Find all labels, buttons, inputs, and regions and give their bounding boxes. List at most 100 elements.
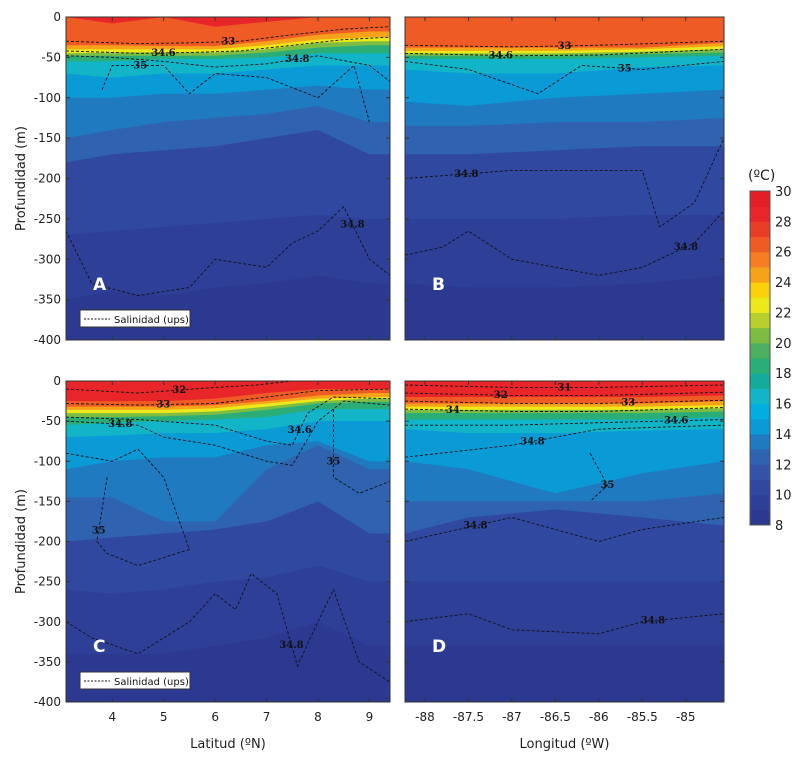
panel-d: 31 32 33 34 34.6 34.8 35 34.8 34.8 D -88 -87.5 -87 -8… xyxy=(404,380,725,752)
panel-label: B xyxy=(432,275,445,295)
salinity-contour xyxy=(65,448,191,567)
y-tick-label: -150 xyxy=(34,131,61,145)
colorbar-swatch xyxy=(750,433,770,450)
salinity-contour xyxy=(65,26,391,45)
x-tick-label: -87.5 xyxy=(453,710,484,724)
y-axis-label: Profundidad (m) xyxy=(14,126,29,231)
colorbar-tick-label: 16 xyxy=(775,398,792,413)
contour-label: 33 xyxy=(621,398,635,409)
colorbar-tick-label: 14 xyxy=(775,428,792,443)
salinity-contour xyxy=(404,424,725,458)
panel-b: 33 34.6 35 34.8 34.8 B xyxy=(404,16,725,341)
y-tick-label: -350 xyxy=(34,293,61,307)
contour-label: 34.8 xyxy=(674,242,698,253)
x-tick-label: 5 xyxy=(160,710,168,724)
colorbar-tick-label: 22 xyxy=(775,306,792,321)
legend-text: Salinidad (ups) xyxy=(114,677,189,688)
x-axis-label: Latitud (ºN) xyxy=(190,737,266,752)
colorbar-tick-label: 20 xyxy=(775,337,792,352)
temperature-band-26 xyxy=(405,17,724,48)
colorbar-tick-label: 30 xyxy=(775,185,792,200)
contour-label: 34.8 xyxy=(463,521,487,532)
temperature-band-28 xyxy=(66,381,390,402)
colorbar-swatch xyxy=(750,221,770,238)
y-tick-label: -350 xyxy=(34,655,61,669)
colorbar-swatch xyxy=(750,479,770,496)
y-tick-label: -300 xyxy=(34,252,61,266)
salinity-contour xyxy=(404,613,725,635)
contour-label: 35 xyxy=(133,60,147,71)
y-tick-label: -250 xyxy=(34,575,61,589)
colorbar-swatch xyxy=(750,464,770,480)
x-axis-label: Longitud (ºW) xyxy=(520,737,610,752)
colorbar-swatch xyxy=(750,266,770,283)
salinity-contour xyxy=(65,380,293,394)
x-tick-label: -85.5 xyxy=(627,710,658,724)
x-tick-label: -88 xyxy=(415,710,435,724)
contour-label: 34.8 xyxy=(454,169,478,180)
colorbar-swatch xyxy=(750,373,770,389)
colorbar-tick-label: 8 xyxy=(775,519,783,534)
colorbar-swatch xyxy=(750,282,770,298)
salinity-contours xyxy=(404,40,725,276)
colorbar-swatch xyxy=(750,418,770,435)
contour-label: 31 xyxy=(558,382,572,393)
colorbar-title: (ºC) xyxy=(748,168,775,184)
salinity-labels: 33 34.6 34.8 35 34.8 xyxy=(133,37,364,231)
salinity-contour xyxy=(404,40,725,48)
salinity-contour xyxy=(65,396,391,446)
x-tick-label: 6 xyxy=(211,710,219,724)
colorbar-tick-label: 18 xyxy=(775,367,792,382)
colorbar-swatch xyxy=(750,251,770,268)
colorbar-swatch xyxy=(750,191,770,207)
x-tick-label: 7 xyxy=(263,710,271,724)
contour-label: 34.6 xyxy=(664,416,688,427)
contour-label: 34.6 xyxy=(151,48,175,59)
y-tick-label: -50 xyxy=(41,50,61,64)
colorbar-swatch xyxy=(750,494,770,511)
legend-box xyxy=(79,671,191,690)
panel-label: D xyxy=(432,637,446,657)
contour-label: 34.8 xyxy=(520,436,544,447)
y-tick-label: -100 xyxy=(34,91,61,105)
y-tick-label: -250 xyxy=(34,212,61,226)
y-tick-label: -400 xyxy=(34,333,61,347)
colorbar-swatch xyxy=(750,449,770,465)
salinity-contour xyxy=(65,206,391,297)
salinity-contour xyxy=(589,453,609,502)
colorbar-tick-label: 28 xyxy=(775,215,792,230)
x-tick-label: 9 xyxy=(366,710,374,724)
x-tick-label: -87 xyxy=(502,710,522,724)
contour-label: 35 xyxy=(92,525,106,536)
salinity-contour xyxy=(404,407,725,412)
x-tick-label: 4 xyxy=(108,710,116,724)
contour-label: 34.8 xyxy=(108,419,132,430)
x-tick-label: -86.5 xyxy=(540,710,571,724)
salinity-contour xyxy=(101,64,370,123)
contour-label: 32 xyxy=(172,385,186,396)
y-tick-label: -200 xyxy=(34,535,61,549)
temperature-band-28 xyxy=(405,381,724,398)
contour-label: 33 xyxy=(558,41,572,52)
contour-label: 34.6 xyxy=(489,51,513,62)
salinity-contour xyxy=(332,409,391,494)
salinity-labels: 33 34.6 35 34.8 34.8 xyxy=(454,41,698,253)
colorbar-tick-label: 10 xyxy=(775,489,792,504)
colorbar-swatch xyxy=(750,206,770,222)
contour-label: 34.6 xyxy=(287,425,311,436)
x-tick-label: -86 xyxy=(589,710,609,724)
panel-a: 33 34.6 34.8 35 34.8 Salinidad (ups) A 0 -50 -100… xyxy=(14,10,391,347)
colorbar-swatch xyxy=(750,509,770,526)
salinity-contour xyxy=(65,55,391,82)
panel-label: C xyxy=(93,637,105,657)
contour-label: 35 xyxy=(326,457,340,468)
legend-text: Salinidad (ups) xyxy=(114,315,189,326)
salinity-contours xyxy=(65,26,391,297)
legend-box xyxy=(79,309,191,328)
contour-label: 34.8 xyxy=(340,220,364,231)
y-tick-label: -300 xyxy=(34,615,61,629)
colorbar: (ºC)30 28 26 24 22 20 18 16 14 12 10 8 xyxy=(748,168,792,534)
colorbar-swatch xyxy=(750,358,770,374)
contour-label: 34.8 xyxy=(641,616,665,627)
